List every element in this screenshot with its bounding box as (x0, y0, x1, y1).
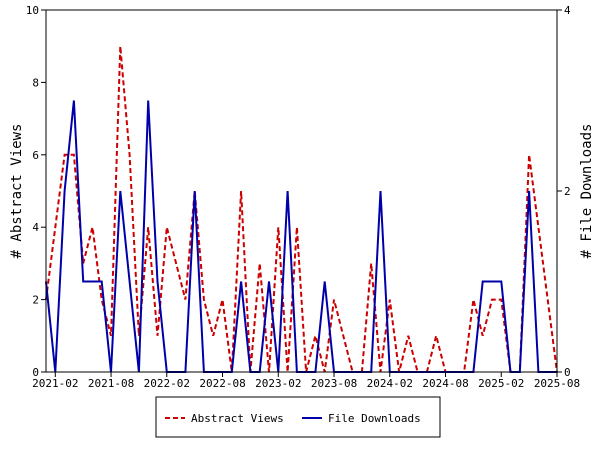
y-right-tick-label: 0 (564, 366, 571, 379)
y-right-axis-title: # File Downloads (579, 124, 595, 259)
series-line-1 (45, 46, 558, 373)
plot-area (45, 46, 558, 373)
legend: Abstract Views File Downloads (155, 396, 441, 438)
x-tick-label: 2022-02 (144, 377, 190, 390)
x-tick-label: 2021-02 (32, 377, 78, 390)
y-right-tick-label: 2 (564, 185, 571, 198)
legend-box (155, 396, 441, 438)
x-tick-label: 2024-08 (422, 377, 468, 390)
y-left-tick-label: 8 (32, 76, 39, 89)
x-tick-label: 2024-02 (367, 377, 413, 390)
x-tick-label: 2021-08 (88, 377, 134, 390)
y-left-tick-label: 0 (32, 366, 39, 379)
y-left-axis-title: # Abstract Views (9, 124, 25, 259)
x-tick-label: 2023-08 (311, 377, 357, 390)
y-right-tick-label: 4 (564, 4, 571, 17)
y-left-tick-label: 2 (32, 294, 39, 307)
series-line-2 (45, 100, 557, 373)
legend-label-2: File Downloads (328, 412, 421, 425)
x-tick-label: 2025-08 (534, 377, 580, 390)
x-tick-label: 2025-02 (478, 377, 524, 390)
x-tick-label: 2022-08 (199, 377, 245, 390)
x-tick-label: 2023-02 (255, 377, 301, 390)
y-left-tick-label: 4 (32, 221, 39, 234)
legend-label-1: Abstract Views (191, 412, 284, 425)
y-left-tick-label: 10 (26, 4, 39, 17)
axes: 0 2 4 6 8 10 0 2 4 2021-02 2021-08 2022-02 2022-08 20… (26, 4, 580, 390)
y-left-tick-label: 6 (32, 149, 39, 162)
